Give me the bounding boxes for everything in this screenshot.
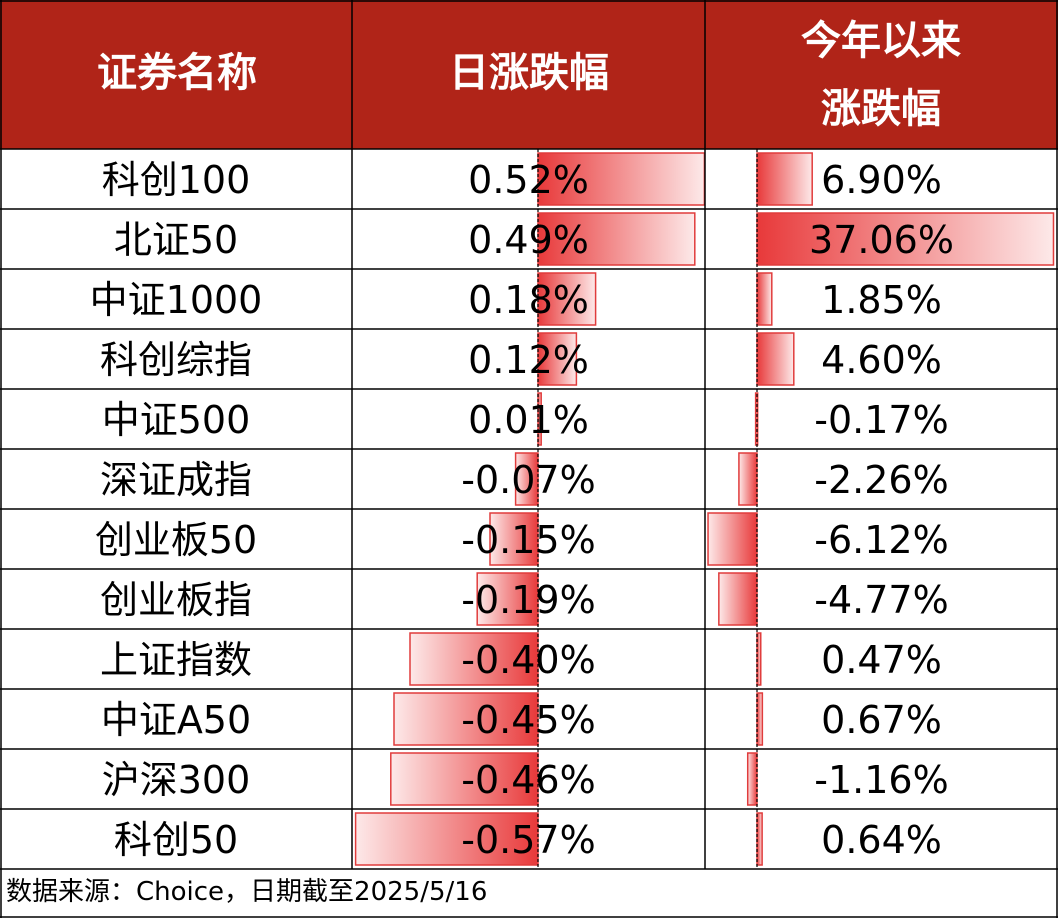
ytd-label: -2.26% bbox=[814, 458, 948, 502]
daily-bar bbox=[354, 812, 539, 866]
header-ytd-line1: 今年以来 bbox=[801, 18, 961, 64]
security-name: 中证A50 bbox=[101, 698, 251, 742]
ytd-bar bbox=[718, 572, 758, 626]
daily-label: 0.49% bbox=[468, 218, 589, 262]
ytd-bar bbox=[746, 752, 758, 806]
ytd-label: 0.64% bbox=[821, 818, 942, 862]
security-name: 中证1000 bbox=[90, 278, 263, 322]
daily-label: -0.45% bbox=[461, 698, 595, 742]
header-daily: 日涨跌幅 bbox=[449, 50, 609, 96]
daily-label: -0.19% bbox=[461, 578, 595, 622]
ytd-label: 37.06% bbox=[809, 218, 954, 262]
ytd-bar bbox=[756, 332, 795, 386]
ytd-label: -1.16% bbox=[814, 758, 948, 802]
ytd-bar bbox=[756, 152, 813, 206]
ytd-label: 0.67% bbox=[821, 698, 942, 742]
daily-label: -0.15% bbox=[461, 518, 595, 562]
daily-label: -0.57% bbox=[461, 818, 595, 862]
ytd-label: -6.12% bbox=[814, 518, 948, 562]
ytd-bar bbox=[756, 272, 773, 326]
ytd-label: 6.90% bbox=[821, 158, 942, 202]
security-name: 北证50 bbox=[114, 218, 238, 262]
ytd-bar bbox=[756, 692, 764, 746]
bars-layer bbox=[354, 152, 1055, 866]
security-name: 科创50 bbox=[114, 818, 238, 862]
ytd-label: 4.60% bbox=[821, 338, 942, 382]
daily-bar bbox=[537, 212, 696, 266]
axis-layer bbox=[537, 149, 758, 869]
daily-label: -0.46% bbox=[461, 758, 595, 802]
daily-label: -0.40% bbox=[461, 638, 595, 682]
security-name: 科创100 bbox=[102, 158, 251, 202]
source-note: 数据来源：Choice，日期截至2025/5/16 bbox=[6, 877, 488, 907]
daily-bar bbox=[489, 512, 539, 566]
security-name: 创业板指 bbox=[100, 578, 252, 622]
ytd-label: -4.77% bbox=[814, 578, 948, 622]
daily-label: 0.12% bbox=[468, 338, 589, 382]
daily-label: 0.18% bbox=[468, 278, 589, 322]
ytd-bar bbox=[756, 812, 763, 866]
daily-label: -0.07% bbox=[461, 458, 595, 502]
ytd-label: 0.47% bbox=[821, 638, 942, 682]
daily-bar bbox=[476, 572, 539, 626]
ytd-bar bbox=[707, 512, 758, 566]
daily-bar bbox=[390, 752, 539, 806]
header-background bbox=[0, 0, 1058, 149]
daily-bar bbox=[537, 332, 578, 386]
daily-bar bbox=[537, 152, 706, 206]
ytd-bar bbox=[738, 452, 758, 506]
security-name: 科创综指 bbox=[100, 338, 252, 382]
ytd-label: 1.85% bbox=[821, 278, 942, 322]
ytd-label: -0.17% bbox=[814, 398, 948, 442]
security-name: 上证指数 bbox=[100, 638, 252, 682]
security-name: 深证成指 bbox=[100, 458, 252, 502]
ytd-bar bbox=[756, 212, 1055, 266]
security-name: 沪深300 bbox=[102, 758, 251, 802]
security-name: 创业板50 bbox=[95, 518, 257, 562]
daily-bar bbox=[537, 272, 597, 326]
text-layer: 科创100 0.52% 6.90% 北证50 0.49% 37.06% 中证1000 0.18… bbox=[90, 158, 954, 862]
security-name: 中证500 bbox=[102, 398, 251, 442]
header-ytd-line2: 涨跌幅 bbox=[821, 86, 941, 132]
daily-bar bbox=[409, 632, 539, 686]
daily-label: 0.01% bbox=[468, 398, 589, 442]
daily-label: 0.52% bbox=[468, 158, 589, 202]
header-name: 证券名称 bbox=[97, 50, 257, 96]
